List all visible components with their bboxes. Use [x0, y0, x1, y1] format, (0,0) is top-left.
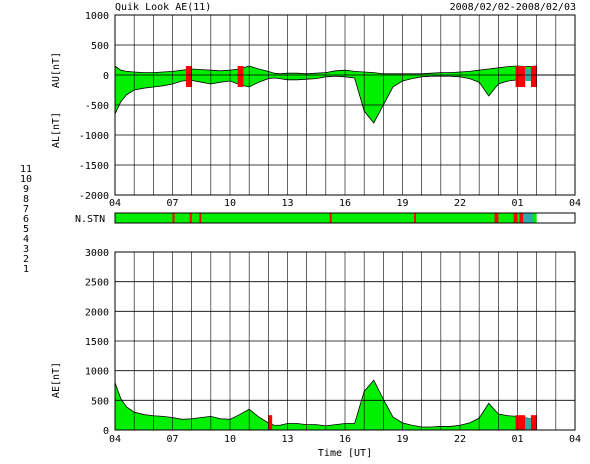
nstn-frame: [114, 212, 576, 224]
au-al-xtick-label: 13: [281, 198, 293, 209]
au-al-red-marker: [530, 66, 537, 87]
ae-xtick-label: 13: [281, 434, 293, 445]
ae-area: [114, 379, 537, 430]
au-al-red-marker: [237, 66, 244, 87]
nstn-teal-segment: [523, 213, 533, 223]
ae-xtick-label: 04: [109, 434, 121, 445]
ae-ytick-label: 2000: [85, 307, 109, 318]
ae-grid: [114, 251, 576, 431]
au-al-xtick-label: 16: [339, 198, 351, 209]
station-legend-item: 6: [23, 214, 29, 225]
au-al-red-marker: [515, 66, 526, 87]
au-al-xtick-label: 04: [569, 198, 581, 209]
station-legend-item: 7: [23, 204, 29, 215]
nstn-red-segment: [414, 213, 416, 223]
station-legend-item: 5: [23, 224, 29, 235]
station-legend-item: 3: [23, 244, 29, 255]
au-al-area: [114, 65, 575, 124]
station-legend-item: 4: [23, 234, 29, 245]
nstn-red-segment: [172, 213, 175, 223]
ae-frame: [114, 251, 576, 431]
au-al-grid: [114, 14, 576, 196]
ae-teal-marker: [525, 418, 531, 430]
ae-axes: 3000 2500 2000 1500 1000 500 0: [85, 248, 109, 437]
ae-xtick-label: 10: [224, 434, 236, 445]
x-axis-label: Time [UT]: [318, 448, 372, 459]
ae-fill: [115, 380, 537, 430]
ae-axis-label: AE[nT]: [51, 362, 62, 398]
date-range: 2008/02/02-2008/02/03: [450, 2, 576, 13]
chart-title: Quik Look AE(11): [115, 2, 211, 13]
nstn-red-segment: [329, 213, 332, 223]
ae-ytick-label: 3000: [85, 248, 109, 259]
ae-xtick-label: 07: [166, 434, 178, 445]
au-al-ytick-label: 500: [91, 41, 109, 52]
al-axis-label: AL[nT]: [51, 112, 62, 148]
ae-series-line: [114, 379, 537, 428]
au-al-ytick-label: 0: [103, 71, 109, 82]
ae-ytick-label: 1500: [85, 337, 109, 348]
station-legend-item: 8: [23, 194, 29, 205]
ae-ytick-label: 1000: [85, 367, 109, 378]
au-al-ytick-label: 1000: [85, 11, 109, 22]
au-al-frame: [114, 14, 576, 196]
nstn-red-segment: [513, 213, 518, 223]
ae-ytick-label: 500: [91, 396, 109, 407]
nstn-red-segment: [199, 213, 202, 223]
au-al-xtick-label: 10: [224, 198, 236, 209]
station-legend-item: 9: [23, 184, 29, 195]
station-legend-item: 2: [23, 254, 29, 265]
ae-xtick-label: 22: [454, 434, 466, 445]
au-al-fill: [115, 66, 537, 123]
station-legend-item: 10: [20, 174, 32, 185]
ae-red-marker: [515, 415, 526, 430]
station-legend-item: 1: [23, 264, 29, 275]
ae-time-ticks: 04 07 10 13 16 19 22 01 04: [109, 434, 581, 445]
au-al-xtick-label: 22: [454, 198, 466, 209]
nstn-strip: [115, 213, 537, 223]
au-al-ytick-label: -500: [85, 101, 109, 112]
au-series-line: [114, 65, 537, 75]
au-al-ytick-label: -1000: [79, 131, 109, 142]
nstn-red-segment: [519, 213, 524, 223]
ae-ytick-label: 2500: [85, 278, 109, 289]
al-series-line: [114, 75, 537, 124]
nstn-green-segment: [115, 213, 537, 223]
nstn-label: N.STN: [75, 214, 105, 225]
station-legend-item: 11: [20, 164, 32, 175]
au-al-xtick-label: 19: [396, 198, 408, 209]
nstn-red-segment: [189, 213, 192, 223]
ae-xtick-label: 16: [339, 434, 351, 445]
ae-xtick-label: 04: [569, 434, 581, 445]
au-al-xtick-label: 07: [166, 198, 178, 209]
au-al-ytick-label: -2000: [79, 191, 109, 202]
au-al-xtick-label: 04: [109, 198, 121, 209]
ae-ytick-label: 0: [103, 426, 109, 437]
au-axis-label: AU[nT]: [51, 52, 62, 88]
ae-xtick-label: 01: [511, 434, 523, 445]
ae-xtick-label: 19: [396, 434, 408, 445]
au-al-axes: 1000 500 0 -500 -1000 -1500 -2000: [79, 11, 109, 202]
au-al-xtick-label: 01: [511, 198, 523, 209]
au-al-time-ticks: 04 07 10 13 16 19 22 01 04: [109, 198, 581, 209]
nstn-red-segment: [494, 213, 499, 223]
au-al-red-marker: [185, 66, 192, 87]
ae-red-marker: [268, 415, 273, 430]
ae-red-marker: [530, 415, 537, 430]
au-al-ytick-label: -1500: [79, 161, 109, 172]
